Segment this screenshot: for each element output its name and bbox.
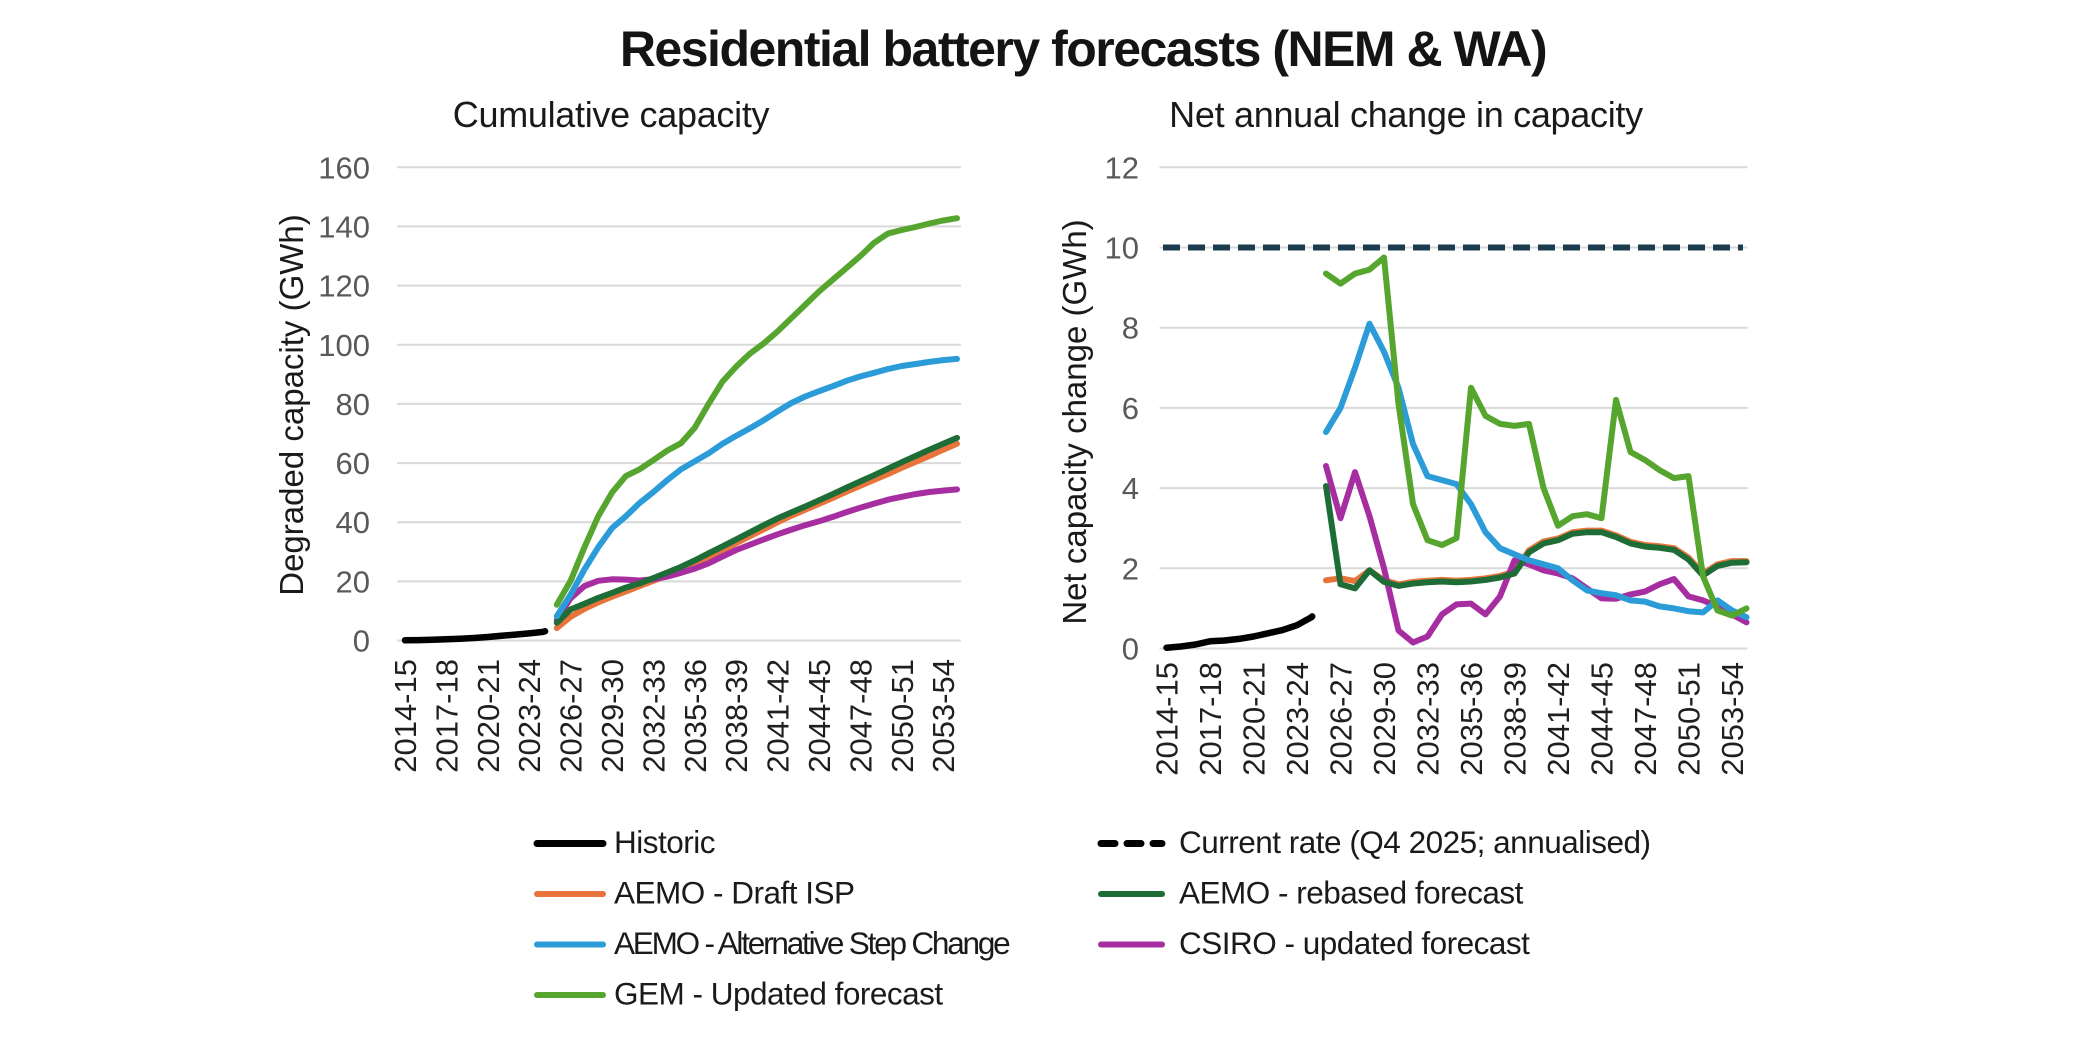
svg-text:2020-21: 2020-21 [471,659,506,773]
svg-text:2032-33: 2032-33 [636,659,671,773]
svg-text:2053-54: 2053-54 [926,659,961,773]
svg-text:6: 6 [1122,391,1139,426]
svg-text:120: 120 [318,269,370,304]
svg-text:2047-48: 2047-48 [843,659,878,773]
svg-text:140: 140 [318,209,370,244]
svg-text:2053-54: 2053-54 [1715,662,1750,776]
svg-text:80: 80 [336,387,370,422]
svg-text:Degraded capacity (GWh): Degraded capacity (GWh) [273,214,310,595]
svg-text:Current rate (Q4 2025; annuali: Current rate (Q4 2025; annualised) [1179,824,1651,860]
svg-text:2017-18: 2017-18 [429,659,464,773]
svg-text:2044-45: 2044-45 [802,659,837,773]
svg-text:4: 4 [1122,471,1139,506]
svg-text:2029-30: 2029-30 [1367,662,1402,776]
svg-text:2: 2 [1122,551,1139,586]
svg-text:2023-24: 2023-24 [512,659,547,773]
svg-text:20: 20 [336,564,370,599]
svg-text:160: 160 [318,150,370,185]
svg-text:AEMO - Alternative Step Change: AEMO - Alternative Step Change [614,925,1010,961]
svg-text:10: 10 [1105,231,1139,266]
svg-text:2029-30: 2029-30 [595,659,630,773]
svg-text:Historic: Historic [614,824,715,860]
svg-text:2023-24: 2023-24 [1280,662,1315,776]
svg-text:2017-18: 2017-18 [1193,662,1228,776]
svg-text:2032-33: 2032-33 [1411,662,1446,776]
svg-text:GEM - Updated forecast: GEM - Updated forecast [614,976,943,1012]
svg-text:2044-45: 2044-45 [1585,662,1620,776]
svg-text:12: 12 [1105,150,1139,185]
svg-text:2026-27: 2026-27 [554,659,589,773]
svg-text:60: 60 [336,446,370,481]
svg-text:2050-51: 2050-51 [885,659,920,773]
svg-text:2020-21: 2020-21 [1237,662,1272,776]
svg-text:2035-36: 2035-36 [678,659,713,773]
svg-text:Residential battery forecasts: Residential battery forecasts (NEM & WA) [620,21,1546,77]
svg-text:0: 0 [1122,632,1139,667]
svg-text:Cumulative capacity: Cumulative capacity [453,94,770,135]
svg-text:AEMO - Draft ISP: AEMO - Draft ISP [614,875,855,911]
svg-text:CSIRO - updated forecast: CSIRO - updated forecast [1179,925,1530,961]
svg-text:40: 40 [336,505,370,540]
svg-text:2038-39: 2038-39 [719,659,754,773]
svg-text:AEMO - rebased forecast: AEMO - rebased forecast [1179,875,1524,911]
svg-text:Net capacity change (GWh): Net capacity change (GWh) [1056,219,1093,624]
svg-text:8: 8 [1122,311,1139,346]
svg-text:2050-51: 2050-51 [1672,662,1707,776]
svg-text:2014-15: 2014-15 [388,659,423,773]
svg-text:2014-15: 2014-15 [1150,662,1185,776]
svg-text:2047-48: 2047-48 [1628,662,1663,776]
svg-text:2026-27: 2026-27 [1324,662,1359,776]
svg-text:2041-42: 2041-42 [1541,662,1576,776]
svg-text:100: 100 [318,328,370,363]
svg-text:2041-42: 2041-42 [761,659,796,773]
svg-text:Net annual change in capacity: Net annual change in capacity [1169,94,1643,135]
svg-text:2035-36: 2035-36 [1454,662,1489,776]
svg-text:2038-39: 2038-39 [1498,662,1533,776]
svg-text:0: 0 [353,624,370,659]
